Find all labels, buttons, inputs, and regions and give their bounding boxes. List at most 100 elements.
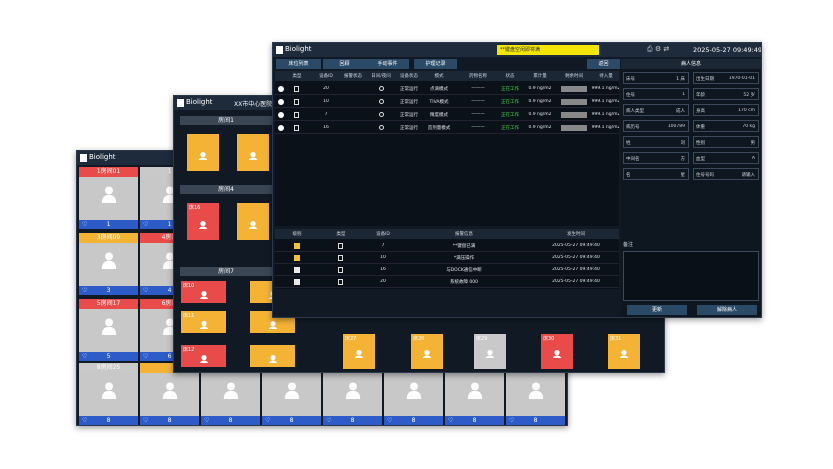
cell: 正在工作 (501, 87, 519, 92)
person-icon (100, 317, 118, 335)
column-header: 级别 (292, 232, 302, 237)
card-count: 8 (411, 417, 416, 424)
info-icon (278, 125, 284, 131)
field: 名星 (623, 168, 689, 180)
cell: 2025-05-27 09:49:40 (552, 255, 600, 260)
column-header: 设备状态 (400, 74, 418, 79)
discharge-button[interactable]: 解除病人 (697, 305, 757, 315)
alarm-icon (379, 125, 384, 130)
person-icon (222, 381, 240, 399)
room-card: 8房间25 ♡ 8 (79, 363, 138, 425)
cell: 正常运行 (400, 100, 418, 105)
column-header: 类型 (336, 232, 346, 237)
card-count: 5 (106, 353, 111, 360)
column-header: 日间/夜间 (371, 74, 391, 79)
brand: Biolight (186, 98, 213, 106)
cell: 系统故障 000 (449, 280, 479, 285)
person-icon (267, 317, 279, 329)
nav-button[interactable]: 床位列表 (276, 59, 321, 69)
field-value[interactable]: 1970-01-01 (728, 76, 755, 81)
card-footer: ♡ 8 (323, 416, 382, 425)
alarm-level (294, 243, 300, 249)
panel-title: 病人信息 (621, 59, 761, 69)
nav-button[interactable]: 回顾 (323, 59, 366, 69)
field-label: 病人类型 (626, 109, 644, 114)
table-row (275, 96, 619, 108)
field-label: 床号 (626, 77, 635, 82)
cell: 20 (323, 86, 329, 91)
bed-card: 床27 (343, 334, 375, 369)
cell: 16 (380, 267, 386, 272)
room-card: 3房间09 ♡ 3 (79, 233, 138, 295)
bed-card (237, 203, 269, 240)
room-card: ♡ 8 (201, 363, 260, 425)
alarm-level (294, 279, 300, 285)
card-count: 8 (350, 417, 355, 424)
heart-icon: ♡ (82, 417, 88, 424)
cell: 10 (323, 99, 329, 104)
field-label: 身高 (696, 109, 705, 114)
cell: 首剂量模式 (427, 126, 451, 131)
cell: *满压操作 (453, 256, 475, 261)
toolbar-icons: ⎙ ⚙ ⇄ (647, 45, 670, 53)
cell: 正常运行 (400, 126, 418, 131)
bed-label: 床12 (183, 347, 195, 353)
field-value[interactable]: 1 床 (676, 77, 685, 82)
bed-card: 床30 (541, 334, 573, 369)
update-button[interactable]: 更新 (627, 305, 687, 315)
field: 病人类型 成人 (623, 104, 689, 116)
cell: 正在工作 (501, 113, 519, 118)
pump-table: 类型 设备ID 报警状态 日间/夜间 设备状态 模式 药物名称 状态 累计量 剩余时间 待入量 20 正… (275, 71, 619, 226)
card-footer: ♡ 6 (140, 352, 199, 361)
card-footer: ♡ 8 (384, 416, 443, 425)
field-value[interactable]: 170 cm (738, 108, 755, 113)
column-header: 报警状态 (344, 74, 362, 79)
nav-button[interactable]: 手动事件 (366, 59, 409, 69)
field-value[interactable]: 70 kg (742, 124, 755, 129)
table-row (275, 83, 619, 95)
cell: 正在工作 (501, 126, 519, 131)
cell: 2025-05-27 09:49:40 (552, 279, 600, 284)
person-icon (421, 346, 433, 358)
cell: 正常运行 (400, 113, 418, 118)
nav-button[interactable]: 护理记录 (414, 59, 457, 69)
logo-mark (177, 99, 184, 107)
card-footer: ♡ 1 (140, 220, 199, 229)
field-value[interactable]: 方 (680, 157, 686, 162)
person-icon (197, 148, 209, 160)
field-value[interactable]: 请输入 (741, 173, 756, 178)
person-icon (247, 148, 259, 160)
field-label: 名 (626, 173, 631, 178)
field-value[interactable]: 刘 (680, 141, 686, 146)
field-value[interactable]: 1 (682, 92, 685, 97)
field: 住号 1 (623, 88, 689, 100)
column-header: 待入量 (599, 74, 613, 79)
room-header: 房间7 (180, 267, 272, 276)
field-value[interactable]: 52 岁 (743, 93, 755, 98)
card-count: 8 (533, 417, 538, 424)
field-label: 性别 (696, 141, 705, 146)
cell: ——— (471, 125, 485, 130)
person-icon (484, 346, 496, 358)
room-card: ♡ 8 (323, 363, 382, 425)
field-label: 年龄 (696, 93, 705, 98)
field-value[interactable]: A (751, 156, 755, 161)
room-card: 1房间01 ♡ 1 (79, 167, 138, 229)
back-button[interactable]: 返回 (587, 59, 620, 69)
table-header (275, 229, 619, 239)
field-value[interactable]: 成人 (676, 109, 685, 114)
field-value[interactable]: 男 (750, 141, 756, 146)
remaining-bar (561, 99, 587, 105)
bed-card: 床11 (181, 311, 226, 333)
alarm-type-icon (338, 279, 343, 285)
cell: 0.9 ng/m2 (528, 99, 552, 104)
note-box[interactable] (623, 251, 759, 301)
field-value[interactable]: 100789 (667, 124, 685, 129)
card-footer: ♡ 8 (506, 416, 565, 425)
field-value[interactable]: 星 (680, 173, 686, 178)
card-count: 8 (228, 417, 233, 424)
person-icon (466, 381, 484, 399)
pump-type-icon (294, 99, 299, 105)
card-header: 1 (140, 167, 199, 177)
cell: 7 (324, 112, 328, 117)
